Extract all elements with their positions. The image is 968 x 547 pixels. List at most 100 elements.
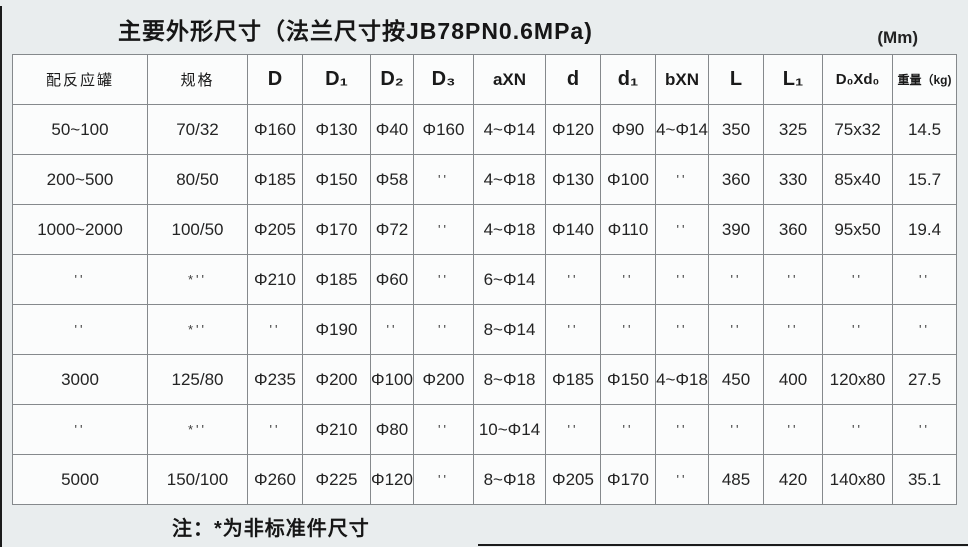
table-cell: 3000 (12, 354, 148, 405)
table-cell: '' (655, 454, 709, 505)
table-cell: Φ225 (302, 454, 371, 505)
table-cell: Φ210 (247, 254, 303, 305)
table-cell: 8~Φ18 (473, 354, 546, 405)
table-cell: '' (822, 404, 893, 455)
table-cell: Φ90 (600, 104, 656, 155)
table-cell: Φ200 (413, 354, 474, 405)
table-cell: '' (708, 404, 764, 455)
table-cell: Φ185 (302, 254, 371, 305)
table-cell: Φ235 (247, 354, 303, 405)
table-cell: Φ150 (600, 354, 656, 405)
column-header-13: D₀Xd₀ (822, 54, 893, 105)
table-cell: Φ60 (370, 254, 414, 305)
table-cell: '' (370, 304, 414, 355)
column-header-5: D₂ (370, 54, 414, 105)
table-cell: 1000~2000 (12, 204, 148, 255)
table-cell: '' (763, 304, 823, 355)
table-cell: Φ130 (545, 154, 601, 205)
table-cell: *'' (147, 404, 248, 455)
table-cell: 485 (708, 454, 764, 505)
table-cell: *'' (147, 254, 248, 305)
column-header-2: 规格 (147, 54, 248, 105)
table-cell: '' (708, 254, 764, 305)
table-cell: '' (655, 154, 709, 205)
table-cell: Φ210 (302, 404, 371, 455)
table-cell: '' (892, 254, 957, 305)
table-cell: Φ160 (247, 104, 303, 155)
table-cell: Φ260 (247, 454, 303, 505)
table-cell: '' (413, 254, 474, 305)
table-cell: '' (413, 404, 474, 455)
table-cell: '' (600, 304, 656, 355)
table-cell: 400 (763, 354, 823, 405)
table-cell: 4~Φ18 (473, 154, 546, 205)
table-cell: '' (600, 254, 656, 305)
table-cell: 75x32 (822, 104, 893, 155)
scan-edge-artifact-left (0, 6, 2, 547)
table-cell: 15.7 (892, 154, 957, 205)
column-header-11: L (708, 54, 764, 105)
column-header-6: D₃ (413, 54, 474, 105)
table-cell: 14.5 (892, 104, 957, 155)
column-header-8: d (545, 54, 601, 105)
table-cell: 360 (708, 154, 764, 205)
column-header-4: D₁ (302, 54, 371, 105)
table-cell: 4~Φ18 (655, 354, 709, 405)
table-cell: 85x40 (822, 154, 893, 205)
table-cell: 420 (763, 454, 823, 505)
table-cell: Φ185 (545, 354, 601, 405)
table-cell: '' (413, 204, 474, 255)
unit-label: (Mm) (877, 28, 918, 47)
table-cell: 8~Φ18 (473, 454, 546, 505)
table-cell: '' (413, 304, 474, 355)
table-row: 50~100 70/32 Φ160 Φ130 Φ40 Φ160 4~Φ14 Φ120 Φ90 4~… (12, 104, 957, 155)
column-header-7: aXN (473, 54, 546, 105)
table-cell: Φ40 (370, 104, 414, 155)
scan-edge-artifact-bottom (478, 544, 968, 546)
table-cell: '' (12, 304, 148, 355)
table-cell: '' (12, 254, 148, 305)
table-cell: Φ120 (370, 454, 414, 505)
table-cell: '' (655, 304, 709, 355)
table-cell: '' (892, 404, 957, 455)
table-cell: 6~Φ14 (473, 254, 546, 305)
table-row: 3000 125/80 Φ235 Φ200 Φ100 Φ200 8~Φ18 Φ185 Φ150 4… (12, 354, 957, 405)
table-cell: '' (655, 254, 709, 305)
column-header-10: bXN (655, 54, 709, 105)
table-cell: 80/50 (147, 154, 248, 205)
table-cell: 330 (763, 154, 823, 205)
table-cell: 150/100 (147, 454, 248, 505)
table-row: 200~500 80/50 Φ185 Φ150 Φ58 '' 4~Φ18 Φ130 Φ100 ''… (12, 154, 957, 205)
table-row: '' *'' '' Φ210 Φ80 '' 10~Φ14 '' '' '' '' '' '' '' (12, 404, 957, 455)
table-cell: 35.1 (892, 454, 957, 505)
table-cell: 200~500 (12, 154, 148, 205)
table-cell: 120x80 (822, 354, 893, 405)
table-cell: '' (413, 154, 474, 205)
table-cell: 70/32 (147, 104, 248, 155)
column-header-12: L₁ (763, 54, 823, 105)
table-cell: Φ80 (370, 404, 414, 455)
table-cell: '' (708, 304, 764, 355)
table-cell: Φ185 (247, 154, 303, 205)
table-cell: *'' (147, 304, 248, 355)
table-cell: Φ72 (370, 204, 414, 255)
table-cell: 50~100 (12, 104, 148, 155)
table-cell: 390 (708, 204, 764, 255)
table-cell: Φ160 (413, 104, 474, 155)
table-cell: Φ120 (545, 104, 601, 155)
table-cell: Φ100 (600, 154, 656, 205)
table-cell: 27.5 (892, 354, 957, 405)
table-cell: 350 (708, 104, 764, 155)
table-cell: '' (655, 204, 709, 255)
table-cell: Φ100 (370, 354, 414, 405)
table-cell: Φ170 (302, 204, 371, 255)
table-cell: '' (12, 404, 148, 455)
table-row: 1000~2000 100/50 Φ205 Φ170 Φ72 '' 4~Φ18 Φ140 Φ11… (12, 204, 957, 255)
table-cell: '' (247, 304, 303, 355)
dimension-spec-table: 配反应罐 规格 D D₁ D₂ D₃ aXN d d₁ bXN L L₁ D₀Xd₀ 重量（kg) 50~… (12, 54, 957, 505)
table-cell: Φ140 (545, 204, 601, 255)
table-cell: '' (545, 254, 601, 305)
table-cell: 8~Φ14 (473, 304, 546, 355)
table-cell: 325 (763, 104, 823, 155)
page-title: 主要外形尺寸（法兰尺寸按JB78PN0.6MPa) (118, 18, 593, 44)
